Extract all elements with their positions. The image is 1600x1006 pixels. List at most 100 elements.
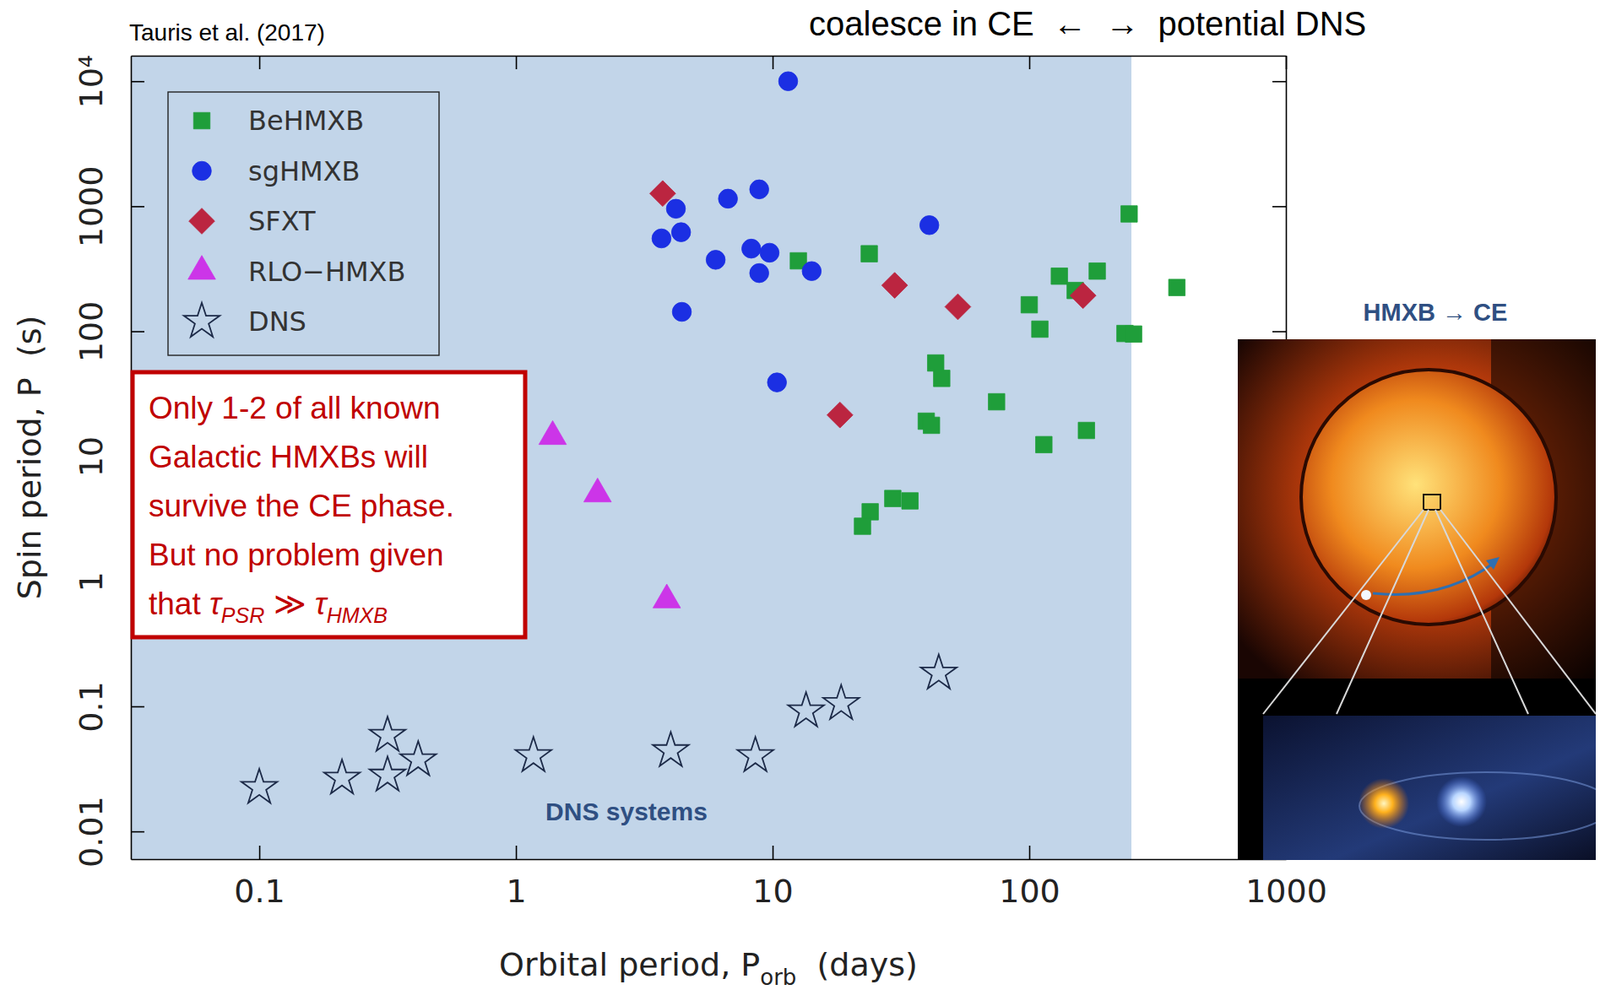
point bbox=[1125, 325, 1142, 342]
point bbox=[369, 756, 406, 791]
point bbox=[927, 354, 944, 371]
illustration-sphere bbox=[1301, 369, 1557, 625]
point bbox=[778, 71, 798, 92]
tick-label: 0.1 bbox=[72, 681, 110, 733]
point bbox=[400, 741, 436, 776]
tick-mark bbox=[259, 846, 261, 860]
tick-mark bbox=[130, 330, 145, 333]
illustration-zoom-box bbox=[1423, 494, 1441, 510]
illustration-star-orange bbox=[1358, 778, 1410, 830]
point bbox=[1031, 320, 1048, 337]
series-1 bbox=[651, 71, 939, 392]
tick-label: 100 bbox=[998, 873, 1061, 911]
illustration-space bbox=[1263, 715, 1596, 861]
annotation-line: survive the CE phase. bbox=[148, 488, 455, 524]
annotation-line: Only 1-2 of all known bbox=[148, 390, 441, 426]
tick-label: 0.01 bbox=[72, 796, 110, 868]
point bbox=[650, 180, 677, 207]
tick bbox=[259, 55, 261, 70]
text-part: (days) bbox=[796, 946, 918, 984]
legend-marker bbox=[193, 112, 210, 129]
tick-label: 1 bbox=[505, 873, 527, 911]
point bbox=[921, 654, 957, 689]
subscript: orb bbox=[759, 965, 797, 991]
illustration-star-blue bbox=[1436, 776, 1487, 828]
point bbox=[823, 685, 859, 720]
tick-label: 0.1 bbox=[233, 873, 285, 911]
tick bbox=[515, 55, 517, 70]
text-part: Orbital period, P bbox=[498, 946, 760, 984]
tick bbox=[1029, 55, 1031, 70]
annotation-line: But no problem given bbox=[148, 537, 445, 573]
illustration-band bbox=[1237, 678, 1596, 716]
point bbox=[718, 189, 738, 209]
tick bbox=[1272, 206, 1286, 207]
tick-label: 10⁴ bbox=[72, 54, 110, 109]
axis-line bbox=[131, 55, 1287, 58]
illustration-zoom-line bbox=[1435, 509, 1529, 715]
point bbox=[881, 272, 908, 299]
tick-label: 1000 bbox=[72, 166, 110, 249]
chart-svg: 0.111010010000.010.1110100100010⁴Orbital… bbox=[0, 0, 1600, 1006]
tick: 0.1 bbox=[233, 846, 285, 911]
point bbox=[671, 222, 691, 243]
point bbox=[901, 493, 918, 510]
annotation-frame bbox=[132, 372, 526, 638]
tick-label: 100 bbox=[72, 301, 110, 364]
illustration-zoom-line bbox=[1263, 509, 1424, 715]
illustration-disk bbox=[1359, 772, 1596, 841]
illustration-space-left bbox=[1237, 715, 1264, 861]
annotation-line: that τPSR ≫ τHMXB bbox=[148, 586, 388, 628]
point bbox=[324, 759, 360, 794]
axis-line bbox=[131, 859, 1287, 862]
point bbox=[933, 370, 950, 387]
subscript: PSR bbox=[221, 603, 265, 628]
tick bbox=[1272, 331, 1286, 333]
illustration-arrow bbox=[1372, 561, 1497, 595]
text-part: that bbox=[148, 586, 210, 622]
annotation-header: coalesce in CE ← → potential DNS bbox=[808, 5, 1367, 43]
point bbox=[705, 250, 726, 271]
tick-label: 10 bbox=[752, 873, 793, 911]
illustration-ns bbox=[1361, 590, 1372, 601]
text-part: ≫ bbox=[264, 586, 315, 622]
point bbox=[651, 228, 672, 249]
tick-mark bbox=[772, 55, 775, 70]
point bbox=[1020, 296, 1037, 313]
tick-mark bbox=[259, 55, 261, 70]
point bbox=[767, 373, 787, 393]
point bbox=[787, 692, 824, 727]
tick: 10⁴ bbox=[72, 54, 145, 109]
legend-marker bbox=[189, 208, 216, 235]
series-3 bbox=[538, 420, 681, 608]
point bbox=[1035, 436, 1053, 453]
point bbox=[749, 263, 770, 283]
illustration-zoom-line bbox=[1440, 509, 1596, 715]
legend-label: DNS bbox=[248, 305, 307, 338]
point bbox=[826, 401, 853, 429]
point bbox=[583, 477, 612, 502]
tick: 100 bbox=[72, 301, 145, 364]
annotation-illustration: HMXB → CE bbox=[1363, 298, 1508, 326]
annotation-line: Galactic HMXBs will bbox=[148, 439, 429, 475]
series-4 bbox=[241, 654, 957, 803]
illustration-bg bbox=[1237, 339, 1596, 679]
subscript: HMXB bbox=[326, 603, 388, 628]
point bbox=[672, 302, 692, 322]
tick: 10 bbox=[752, 846, 793, 911]
point bbox=[922, 417, 939, 434]
legend: BeHMXBsgHMXBSFXTRLO−HMXBDNS bbox=[168, 92, 440, 356]
tick-mark bbox=[1272, 81, 1286, 83]
point bbox=[759, 243, 780, 263]
tick-mark bbox=[772, 846, 775, 860]
tick-label: 10 bbox=[72, 436, 110, 478]
point bbox=[652, 732, 689, 766]
tick: 1000 bbox=[72, 166, 145, 249]
tick-mark bbox=[515, 846, 518, 860]
tick: 100 bbox=[998, 846, 1061, 911]
point bbox=[988, 393, 1005, 410]
point bbox=[1069, 282, 1096, 310]
legend-label: RLO−HMXB bbox=[248, 255, 406, 288]
tick-mark bbox=[1029, 846, 1031, 860]
legend-label: BeHMXB bbox=[248, 104, 364, 137]
